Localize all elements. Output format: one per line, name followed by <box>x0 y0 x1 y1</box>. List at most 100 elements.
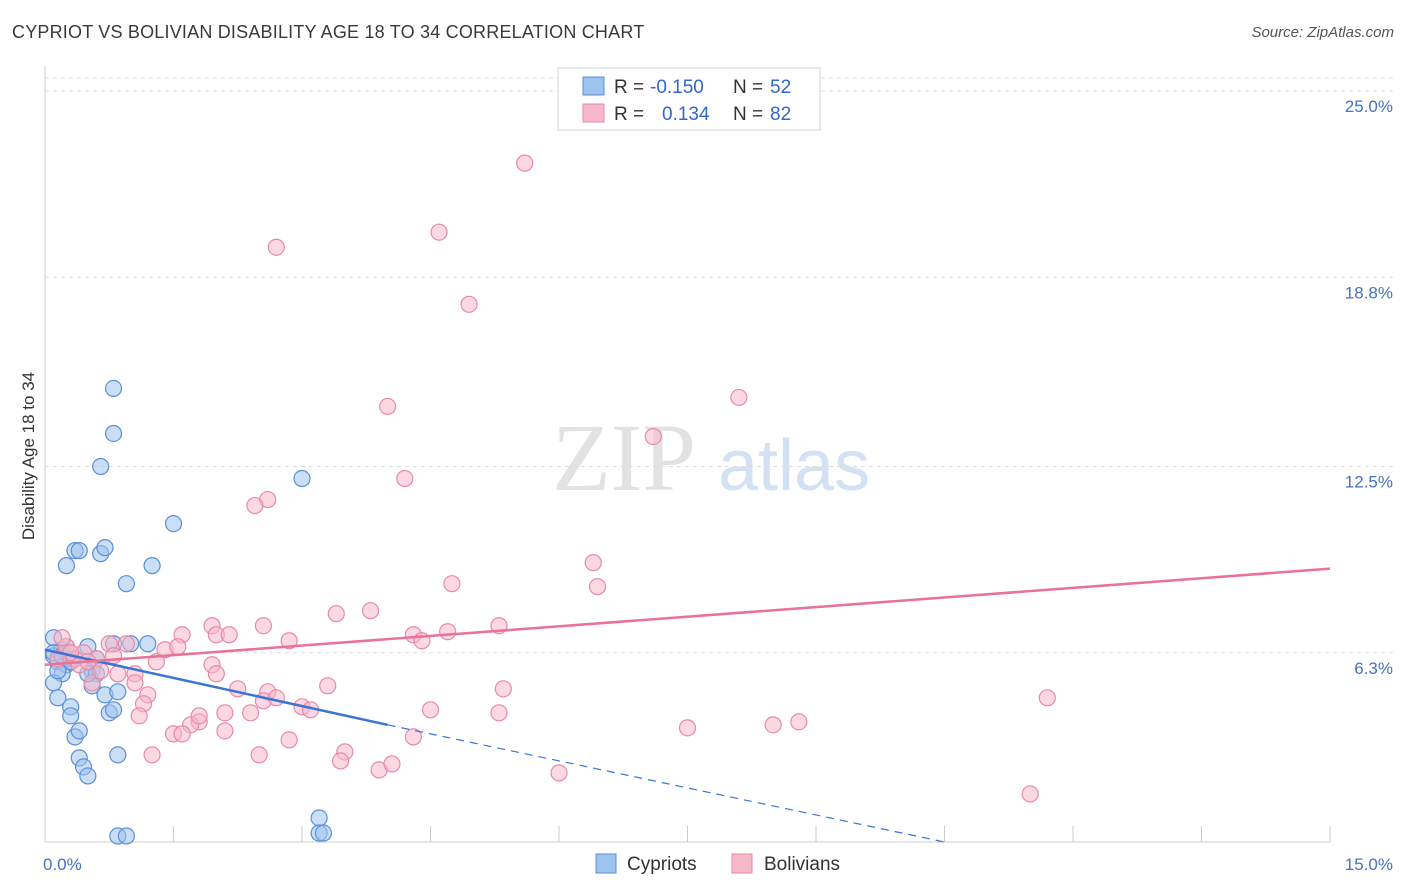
x-tick-label: 15.0% <box>1345 855 1393 874</box>
point-bolivians <box>421 701 440 719</box>
y-tick-labels: 6.3% 12.5% 18.8% 25.0% <box>1345 97 1393 678</box>
point-bolivians <box>280 731 298 749</box>
point-cypriots <box>104 424 123 443</box>
point-cypriots <box>104 379 123 398</box>
point-cypriots <box>293 469 311 488</box>
point-bolivians <box>383 755 401 773</box>
y-tick-label: 18.8% <box>1345 283 1393 302</box>
point-cypriots <box>164 514 183 533</box>
point-cypriots <box>109 746 127 764</box>
point-bolivians <box>242 704 260 722</box>
point-cypriots <box>117 575 135 593</box>
bottom-legend-label-cypriots: Cypriots <box>627 854 697 875</box>
bottom-legend-label-bolivians: Bolivians <box>764 854 840 875</box>
point-bolivians <box>460 295 478 313</box>
point-bolivians <box>644 427 662 446</box>
legend-r-label-cypriots: R = <box>614 77 644 98</box>
trend-lines <box>44 567 1331 843</box>
point-cypriots <box>57 557 76 575</box>
point-bolivians <box>117 635 135 653</box>
point-cypriots <box>139 635 157 653</box>
point-bolivians <box>1021 785 1039 803</box>
axes <box>44 66 1331 843</box>
point-bolivians <box>173 725 191 743</box>
point-bolivians <box>280 632 298 650</box>
legend-swatch-bolivians <box>582 103 605 123</box>
point-bolivians <box>361 602 380 620</box>
point-bolivians <box>331 752 350 770</box>
y-tick-label: 12.5% <box>1345 473 1393 492</box>
legend-n-value-bolivians: 82 <box>770 104 791 125</box>
series-legend: Cypriots Bolivians <box>595 853 840 875</box>
grid-lines <box>45 77 1395 654</box>
point-bolivians <box>143 746 161 764</box>
point-bolivians <box>53 629 71 647</box>
point-bolivians <box>169 638 187 656</box>
x-tick-label: 0.0% <box>43 855 82 874</box>
point-bolivians <box>379 397 397 416</box>
point-bolivians <box>126 674 144 692</box>
point-cypriots <box>117 827 135 845</box>
point-bolivians <box>1038 689 1056 707</box>
legend-r-value-cypriots: -0.150 <box>650 77 704 98</box>
point-cypriots <box>70 722 88 740</box>
point-cypriots <box>314 824 333 842</box>
point-bolivians <box>246 496 264 515</box>
legend-swatch-cypriots <box>582 76 605 96</box>
point-cypriots <box>104 701 123 719</box>
point-cypriots <box>109 683 127 701</box>
point-bolivians <box>790 713 808 731</box>
trend-line-bolivians <box>44 567 1331 667</box>
legend-n-value-cypriots: 52 <box>770 77 791 98</box>
source-label: Source: ZipAtlas.com <box>1251 24 1394 41</box>
point-bolivians <box>216 704 234 722</box>
point-bolivians <box>439 623 457 641</box>
watermark-zip: ZIP <box>552 404 696 511</box>
legend-n-label-bolivians: N = <box>733 104 763 125</box>
point-bolivians <box>207 665 225 683</box>
correlation-legend: R = -0.150 N = 52 R = 0.134 N = 82 <box>557 67 821 131</box>
point-bolivians <box>319 677 337 695</box>
point-bolivians <box>267 689 285 707</box>
point-bolivians <box>584 554 602 572</box>
point-bolivians <box>404 728 422 746</box>
point-bolivians <box>220 626 238 644</box>
y-axis-title: Disability Age 18 to 34 <box>19 372 38 540</box>
point-bolivians <box>430 223 448 241</box>
point-cypriots <box>92 457 110 476</box>
legend-n-label-cypriots: N = <box>733 77 763 98</box>
bottom-legend-swatch-cypriots <box>595 853 617 874</box>
data-points <box>44 154 1056 845</box>
point-bolivians <box>83 674 101 692</box>
point-cypriots <box>49 689 67 707</box>
point-bolivians <box>678 719 697 737</box>
point-bolivians <box>216 722 234 740</box>
point-bolivians <box>104 647 123 665</box>
point-bolivians <box>190 707 208 725</box>
point-bolivians <box>327 605 345 623</box>
legend-r-label-bolivians: R = <box>614 104 644 125</box>
point-bolivians <box>130 707 148 725</box>
point-bolivians <box>550 764 568 782</box>
point-cypriots <box>96 539 114 557</box>
trend-line-cypriots <box>44 648 388 727</box>
point-cypriots <box>310 809 328 827</box>
point-bolivians <box>588 578 607 596</box>
point-bolivians <box>764 716 782 734</box>
point-cypriots <box>143 557 161 575</box>
point-cypriots <box>70 542 88 560</box>
point-bolivians <box>267 238 285 256</box>
point-bolivians <box>494 680 512 698</box>
point-cypriots <box>62 707 80 725</box>
point-bolivians <box>730 388 748 407</box>
point-bolivians <box>443 575 461 593</box>
y-tick-label: 6.3% <box>1354 659 1393 678</box>
y-tick-label: 25.0% <box>1345 97 1393 116</box>
watermark-atlas: atlas <box>718 426 870 506</box>
x-tick-labels: 0.0% 15.0% <box>43 855 1393 874</box>
point-bolivians <box>250 746 268 764</box>
legend-r-value-bolivians: 0.134 <box>662 104 710 125</box>
point-bolivians <box>516 154 534 172</box>
chart-title: CYPRIOT VS BOLIVIAN DISABILITY AGE 18 TO… <box>12 22 645 42</box>
